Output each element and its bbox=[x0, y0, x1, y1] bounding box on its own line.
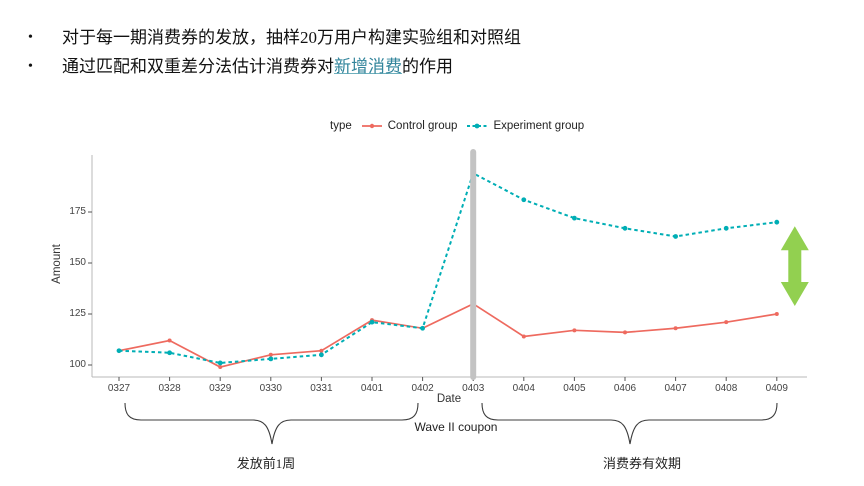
bullet-2-text: 通过匹配和双重差分法估计消费券对新增消费的作用 bbox=[62, 56, 453, 78]
event-markers bbox=[470, 149, 809, 380]
right-range-brace-icon bbox=[481, 402, 778, 445]
data-point bbox=[420, 326, 425, 331]
x-tick-label: 0403 bbox=[462, 383, 485, 394]
data-point bbox=[673, 326, 678, 331]
data-point bbox=[623, 330, 627, 335]
bullet-list: • 对于每一期消费券的发放，抽样20万用户构建实验组和对照组 • 通过匹配和双重… bbox=[22, 27, 662, 85]
bullet-2-prefix: 通过匹配和双重差分法估计消费券对 bbox=[62, 57, 334, 76]
data-point bbox=[218, 365, 223, 370]
data-point bbox=[117, 348, 121, 353]
data-point bbox=[724, 320, 729, 325]
x-tick-label: 0331 bbox=[310, 383, 333, 394]
x-tick-label: 0405 bbox=[563, 383, 586, 394]
x-tick-label: 0328 bbox=[158, 383, 181, 394]
x-tick-label: 0330 bbox=[259, 383, 282, 394]
data-point bbox=[370, 318, 374, 323]
bullet-item-1: • 对于每一期消费券的发放，抽样20万用户构建实验组和对照组 bbox=[22, 27, 662, 49]
data-point bbox=[673, 234, 678, 239]
data-point bbox=[319, 352, 324, 358]
data-point bbox=[116, 348, 122, 354]
series-line-control bbox=[118, 302, 777, 368]
bullet-item-2: • 通过匹配和双重差分法估计消费券对新增消费的作用 bbox=[22, 56, 662, 78]
wave-coupon-label: Wave II coupon bbox=[414, 420, 498, 434]
bullet-1-text: 对于每一期消费券的发放，抽样20万用户构建实验组和对照组 bbox=[62, 28, 521, 47]
x-tick-label: 0407 bbox=[664, 383, 687, 394]
data-point bbox=[774, 219, 780, 225]
data-point bbox=[572, 215, 577, 221]
legend-key-control-icon bbox=[361, 123, 382, 129]
data-point bbox=[470, 170, 476, 176]
x-tick-label: 0327 bbox=[107, 383, 131, 394]
chart-legend: type Control group Experiment group bbox=[330, 120, 584, 132]
data-series bbox=[116, 170, 780, 370]
y-tick-label: 125 bbox=[69, 308, 86, 319]
data-point bbox=[622, 225, 628, 231]
x-tick-label: 0404 bbox=[512, 383, 535, 394]
y-tick-label: 150 bbox=[69, 257, 86, 268]
difference-arrow-icon bbox=[780, 226, 809, 306]
bullet-glyph: • bbox=[28, 30, 33, 45]
x-axis-title: Date bbox=[436, 393, 462, 405]
data-point bbox=[723, 225, 729, 231]
x-tick-label: 0408 bbox=[715, 383, 738, 394]
axes bbox=[88, 155, 807, 381]
pre-issue-week-label: 发放前1周 bbox=[236, 456, 296, 471]
series-line-experiment bbox=[118, 171, 777, 364]
legend-label-experiment: Experiment group bbox=[493, 120, 585, 132]
x-tick-label: 0409 bbox=[765, 383, 788, 394]
data-point bbox=[774, 312, 779, 316]
data-point bbox=[319, 348, 324, 353]
legend-item-experiment[interactable]: Experiment group bbox=[466, 120, 584, 132]
legend-key-experiment-icon bbox=[467, 123, 488, 129]
data-point bbox=[420, 325, 425, 331]
data-point bbox=[572, 328, 577, 333]
legend-label-control: Control group bbox=[387, 120, 458, 132]
data-point bbox=[471, 301, 476, 306]
left-range-brace-icon bbox=[124, 402, 419, 445]
new-consumption-link[interactable]: 新增消费 bbox=[334, 57, 402, 76]
coupon-valid-period-label: 消费券有效期 bbox=[602, 456, 681, 471]
data-point bbox=[369, 319, 375, 325]
legend-item-control[interactable]: Control group bbox=[361, 120, 458, 132]
y-tick-label: 175 bbox=[69, 206, 86, 217]
x-tick-label: 0329 bbox=[209, 383, 232, 394]
x-tick-label: 0402 bbox=[411, 383, 434, 394]
data-point bbox=[521, 334, 526, 339]
data-point bbox=[167, 338, 172, 343]
data-point bbox=[217, 360, 223, 366]
bullet-glyph: • bbox=[28, 59, 33, 74]
bullet-2-suffix: 的作用 bbox=[402, 57, 453, 76]
data-point bbox=[521, 197, 527, 203]
data-point bbox=[167, 350, 173, 356]
data-point bbox=[268, 352, 273, 357]
legend-title: type bbox=[330, 120, 352, 132]
x-tick-label: 0406 bbox=[613, 383, 637, 394]
y-tick-label: 100 bbox=[69, 359, 86, 370]
data-point bbox=[268, 356, 274, 362]
x-tick-label: 0401 bbox=[360, 383, 384, 394]
